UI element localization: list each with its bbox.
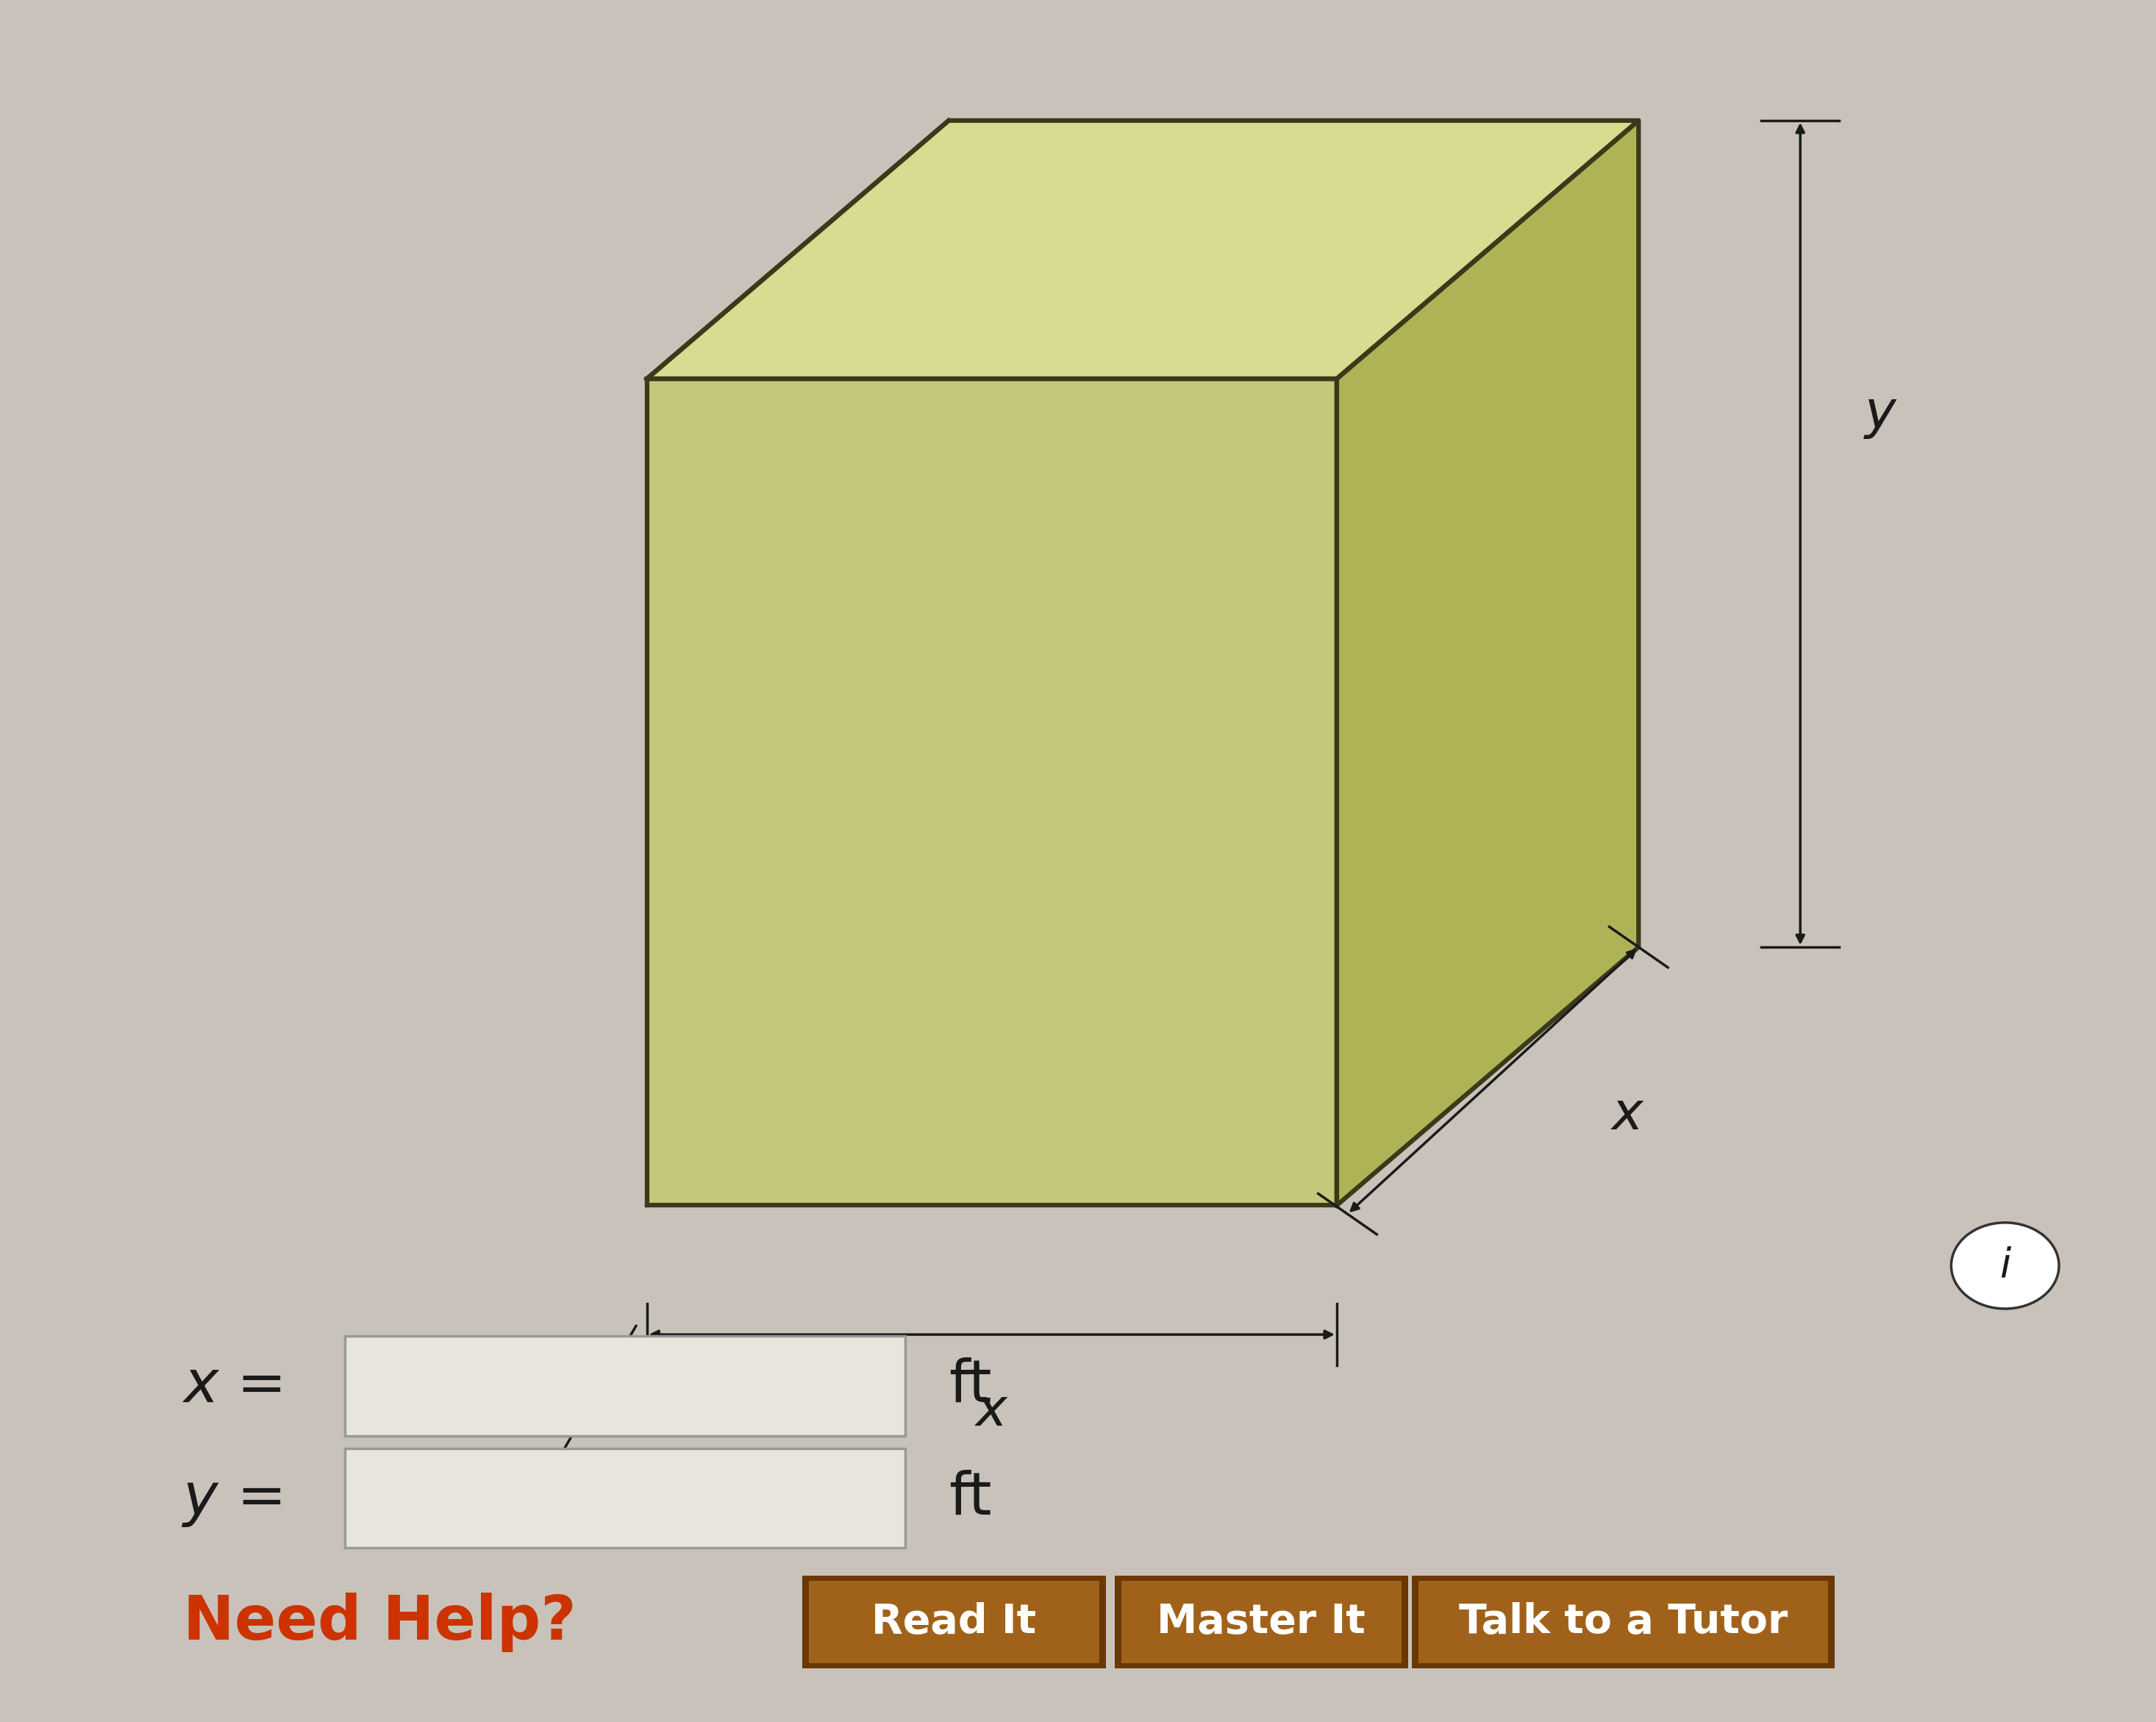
Text: x: x (1613, 1090, 1643, 1140)
FancyBboxPatch shape (808, 1581, 1100, 1663)
Text: Need Help?: Need Help? (183, 1593, 576, 1651)
Text: ft: ft (949, 1357, 992, 1415)
Polygon shape (647, 379, 1337, 1205)
FancyBboxPatch shape (1121, 1581, 1401, 1663)
Text: i: i (1999, 1247, 2012, 1285)
Text: x: x (977, 1386, 1007, 1436)
Text: Read It: Read It (871, 1601, 1037, 1643)
Text: x =: x = (183, 1357, 287, 1415)
Polygon shape (647, 121, 1639, 379)
Text: y: y (1865, 387, 1897, 439)
Text: Master It: Master It (1158, 1601, 1365, 1643)
FancyBboxPatch shape (1419, 1581, 1828, 1663)
Text: ft: ft (949, 1469, 992, 1527)
Text: Talk to a Tutor: Talk to a Tutor (1460, 1601, 1787, 1643)
Polygon shape (1337, 121, 1639, 1205)
FancyBboxPatch shape (345, 1336, 906, 1436)
Circle shape (1951, 1223, 2059, 1309)
FancyBboxPatch shape (1412, 1576, 1835, 1669)
Text: y =: y = (183, 1469, 287, 1527)
FancyBboxPatch shape (345, 1448, 906, 1548)
FancyBboxPatch shape (802, 1576, 1106, 1669)
FancyBboxPatch shape (1115, 1576, 1408, 1669)
